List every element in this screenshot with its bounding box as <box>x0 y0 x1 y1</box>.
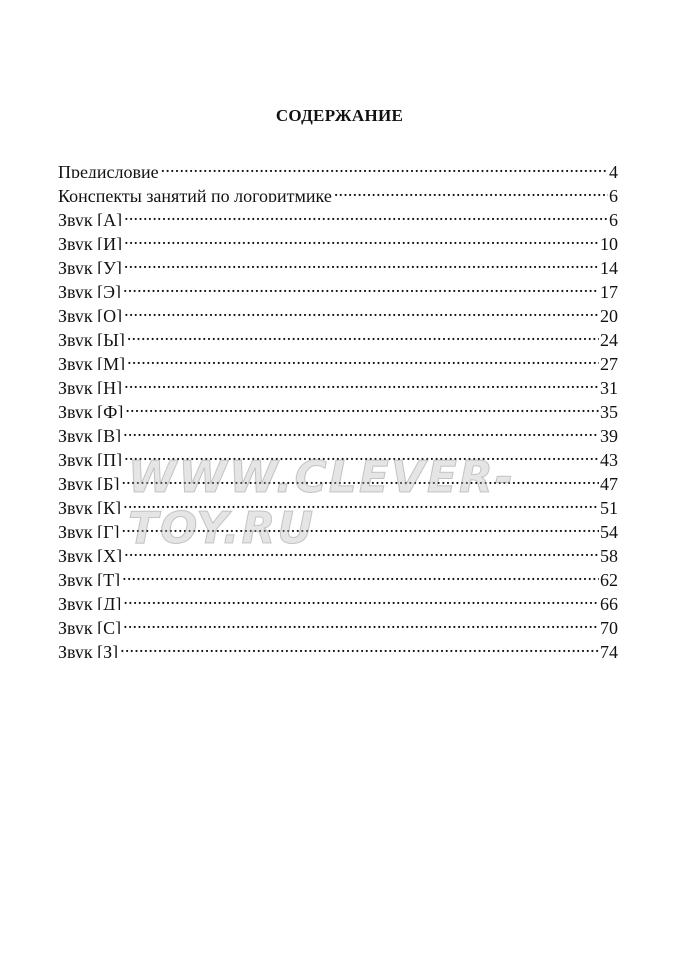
dot-leader <box>125 394 599 418</box>
toc-entry: Звук [Э] 17 <box>58 274 618 298</box>
toc-entry: Звук [И] 10 <box>58 226 618 250</box>
toc-entry-label: Звук [У] <box>58 258 122 274</box>
toc-entry-page: 54 <box>600 522 618 538</box>
toc-entry-page: 58 <box>600 546 618 562</box>
toc-entry: Звук [Д] 66 <box>58 586 618 610</box>
toc-entry: Звук [П] 43 <box>58 442 618 466</box>
toc-entry-page: 6 <box>609 210 618 226</box>
toc-entry-page: 20 <box>600 306 618 322</box>
toc-entry: Звук [С] 70 <box>58 610 618 634</box>
toc-entry-label: Звук [Х] <box>58 546 123 562</box>
dot-leader <box>334 178 608 202</box>
toc-entry: Звук [Н] 31 <box>58 370 618 394</box>
dot-leader <box>124 538 599 562</box>
toc-entry-label: Звук [И] <box>58 234 123 250</box>
toc-entry: Звук [В] 39 <box>58 418 618 442</box>
dot-leader <box>127 346 599 370</box>
toc-entry: Конспекты занятий по логоритмике 6 <box>58 178 618 202</box>
toc-entry: Звук [О] 20 <box>58 298 618 322</box>
dot-leader <box>123 490 599 514</box>
toc-entry-page: 10 <box>600 234 618 250</box>
toc-entry: Звук [Т] 62 <box>58 562 618 586</box>
dot-leader <box>121 466 599 490</box>
toc-entry-page: 70 <box>600 618 618 634</box>
dot-leader <box>123 610 599 634</box>
toc-entry-page: 27 <box>600 354 618 370</box>
toc-entry-label: Звук [З] <box>58 642 119 658</box>
toc-entry: Звук [Ф] 35 <box>58 394 618 418</box>
toc-entry-label: Звук [Г] <box>58 522 120 538</box>
toc-entry-page: 4 <box>609 162 618 178</box>
page-title: СОДЕРЖАНИЕ <box>275 106 404 125</box>
dot-leader <box>123 274 599 298</box>
toc-entry-label: Конспекты занятий по логоритмике <box>58 186 332 202</box>
toc-entry-page: 31 <box>600 378 618 394</box>
toc-entry-page: 35 <box>600 402 618 418</box>
toc-entry-label: Звук [М] <box>58 354 126 370</box>
toc-entry: Звук [М] 27 <box>58 346 618 370</box>
toc-entry: Звук [А] 6 <box>58 202 618 226</box>
dot-leader <box>124 202 608 226</box>
toc-entry-label: Звук [Ф] <box>58 402 124 418</box>
dot-leader <box>120 634 599 658</box>
toc-entry-label: Звук [О] <box>58 306 123 322</box>
toc-entry-label: Звук [А] <box>58 210 123 226</box>
toc-entry: Звук [Ы] 24 <box>58 322 618 346</box>
toc-entry-page: 51 <box>600 498 618 514</box>
toc-entry-page: 39 <box>600 426 618 442</box>
dot-leader <box>123 586 599 610</box>
dot-leader <box>122 514 599 538</box>
toc-entry-page: 24 <box>600 330 618 346</box>
toc-entry-page: 17 <box>600 282 618 298</box>
toc-entry-label: Звук [П] <box>58 450 123 466</box>
toc-entry-label: Звук [Н] <box>58 378 123 394</box>
toc-entry: Звук [Б] 47 <box>58 466 618 490</box>
toc-entry-label: Звук [К] <box>58 498 122 514</box>
toc-entry-label: Звук [В] <box>58 426 122 442</box>
toc-entry: Звук [Х] 58 <box>58 538 618 562</box>
toc-entry-label: Звук [С] <box>58 618 122 634</box>
toc-entry-page: 6 <box>609 186 618 202</box>
dot-leader <box>124 298 599 322</box>
toc-entry-page: 47 <box>600 474 618 490</box>
toc-entry-label: Звук [Д] <box>58 594 122 610</box>
toc-entry: Звук [Г] 54 <box>58 514 618 538</box>
toc-entry-page: 74 <box>600 642 618 658</box>
toc-entry-page: 43 <box>600 450 618 466</box>
dot-leader <box>124 226 599 250</box>
toc-entry: Звук [З] 74 <box>58 634 618 658</box>
toc-entry: Звук [К] 51 <box>58 490 618 514</box>
dot-leader <box>127 322 599 346</box>
toc-entry: Предисловие 4 <box>58 154 618 178</box>
toc-entry: Звук [У] 14 <box>58 250 618 274</box>
toc-entry-label: Звук [Т] <box>58 570 121 586</box>
dot-leader <box>122 562 599 586</box>
toc-entry-page: 62 <box>600 570 618 586</box>
toc-entry-label: Предисловие <box>58 162 159 178</box>
toc-entry-label: Звук [Б] <box>58 474 120 490</box>
table-of-contents: Предисловие4Конспекты занятий по логорит… <box>58 154 618 658</box>
dot-leader <box>124 250 599 274</box>
toc-entry-label: Звук [Э] <box>58 282 122 298</box>
toc-entry-page: 66 <box>600 594 618 610</box>
dot-leader <box>161 154 608 178</box>
dot-leader <box>123 418 599 442</box>
toc-entry-page: 14 <box>600 258 618 274</box>
dot-leader <box>124 370 599 394</box>
dot-leader <box>124 442 599 466</box>
toc-entry-label: Звук [Ы] <box>58 330 125 346</box>
